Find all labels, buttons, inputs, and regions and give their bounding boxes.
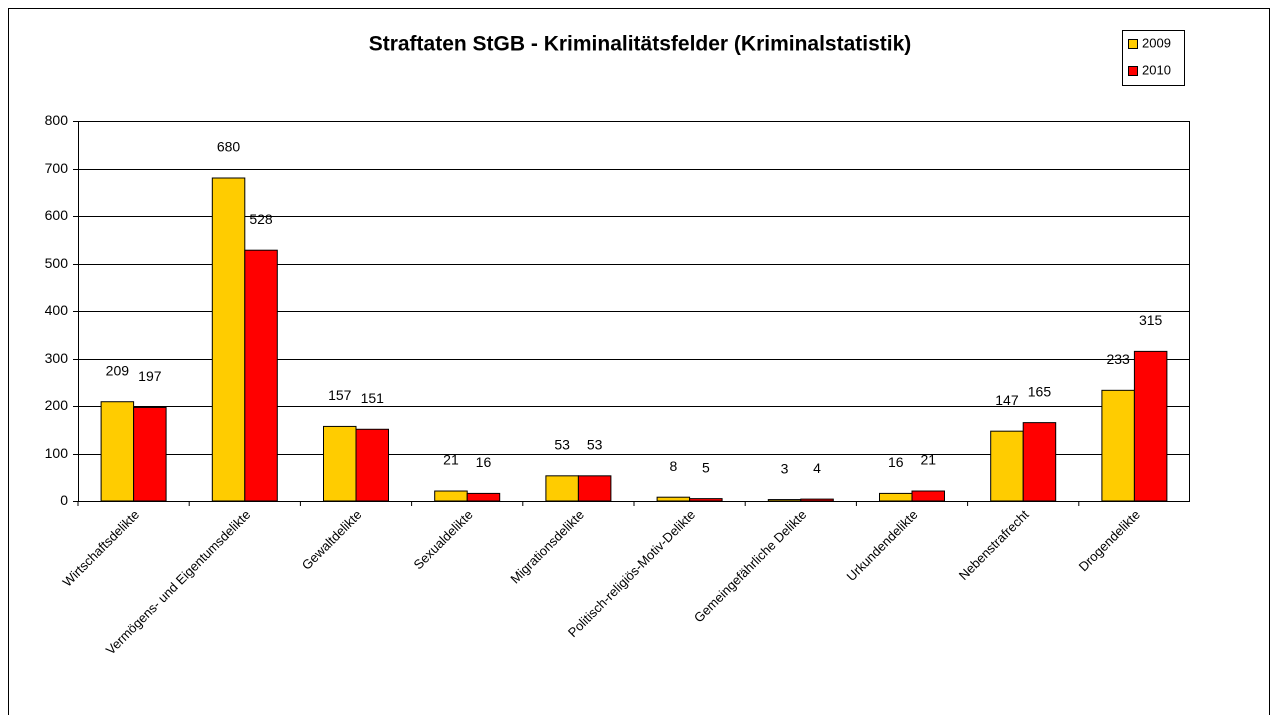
y-tick-label: 700: [45, 160, 69, 176]
bar: [689, 498, 723, 502]
data-label: 8: [669, 458, 677, 474]
chart-title: Straftaten StGB - Kriminalitätsfelder (K…: [369, 33, 912, 56]
y-tick-label: 0: [60, 492, 68, 508]
data-label: 147: [995, 392, 1019, 408]
data-label: 209: [106, 362, 130, 378]
data-label: 151: [361, 390, 385, 406]
bar: [211, 177, 246, 502]
bar: [656, 496, 691, 502]
data-label: 21: [443, 452, 459, 468]
legend-label: 2010: [1142, 62, 1171, 77]
y-tick-label: 100: [45, 445, 69, 461]
y-tick-label: 600: [45, 207, 69, 223]
y-tick-label: 200: [45, 397, 69, 413]
data-label: 3: [781, 460, 789, 476]
chart-border: [8, 8, 1270, 715]
bar: [1022, 422, 1057, 502]
data-label: 233: [1106, 351, 1130, 367]
y-tick-label: 500: [45, 255, 69, 271]
y-tick-label: 800: [45, 112, 69, 128]
bar: [577, 475, 612, 502]
data-label: 16: [476, 454, 492, 470]
data-label: 165: [1028, 383, 1052, 399]
y-tick-label: 300: [45, 350, 69, 366]
data-label: 53: [554, 437, 570, 453]
bar: [466, 492, 501, 502]
bar: [323, 425, 357, 502]
bar: [767, 499, 802, 502]
data-label: 528: [249, 211, 273, 227]
data-label: 197: [138, 368, 162, 384]
data-label: 680: [217, 139, 241, 155]
data-label: 315: [1139, 312, 1163, 328]
bar: [1101, 389, 1135, 502]
y-tick-label: 400: [45, 302, 69, 318]
bar: [100, 401, 135, 502]
bar: [800, 498, 834, 502]
bar: [879, 492, 913, 502]
bar: [133, 406, 167, 502]
bar: [434, 490, 468, 502]
bar: [1133, 350, 1168, 502]
legend-swatch: [1128, 39, 1138, 49]
bar: [990, 430, 1024, 502]
data-label: 157: [328, 387, 352, 403]
bar: [355, 428, 389, 502]
data-label: 53: [587, 437, 603, 453]
data-label: 5: [702, 459, 710, 475]
bar: [244, 249, 278, 502]
legend-label: 2009: [1142, 35, 1171, 50]
bar: [545, 475, 579, 502]
data-label: 16: [888, 454, 904, 470]
data-label: 21: [920, 452, 936, 468]
data-label: 4: [813, 460, 821, 476]
bar: [911, 490, 945, 502]
legend-swatch: [1128, 66, 1138, 76]
